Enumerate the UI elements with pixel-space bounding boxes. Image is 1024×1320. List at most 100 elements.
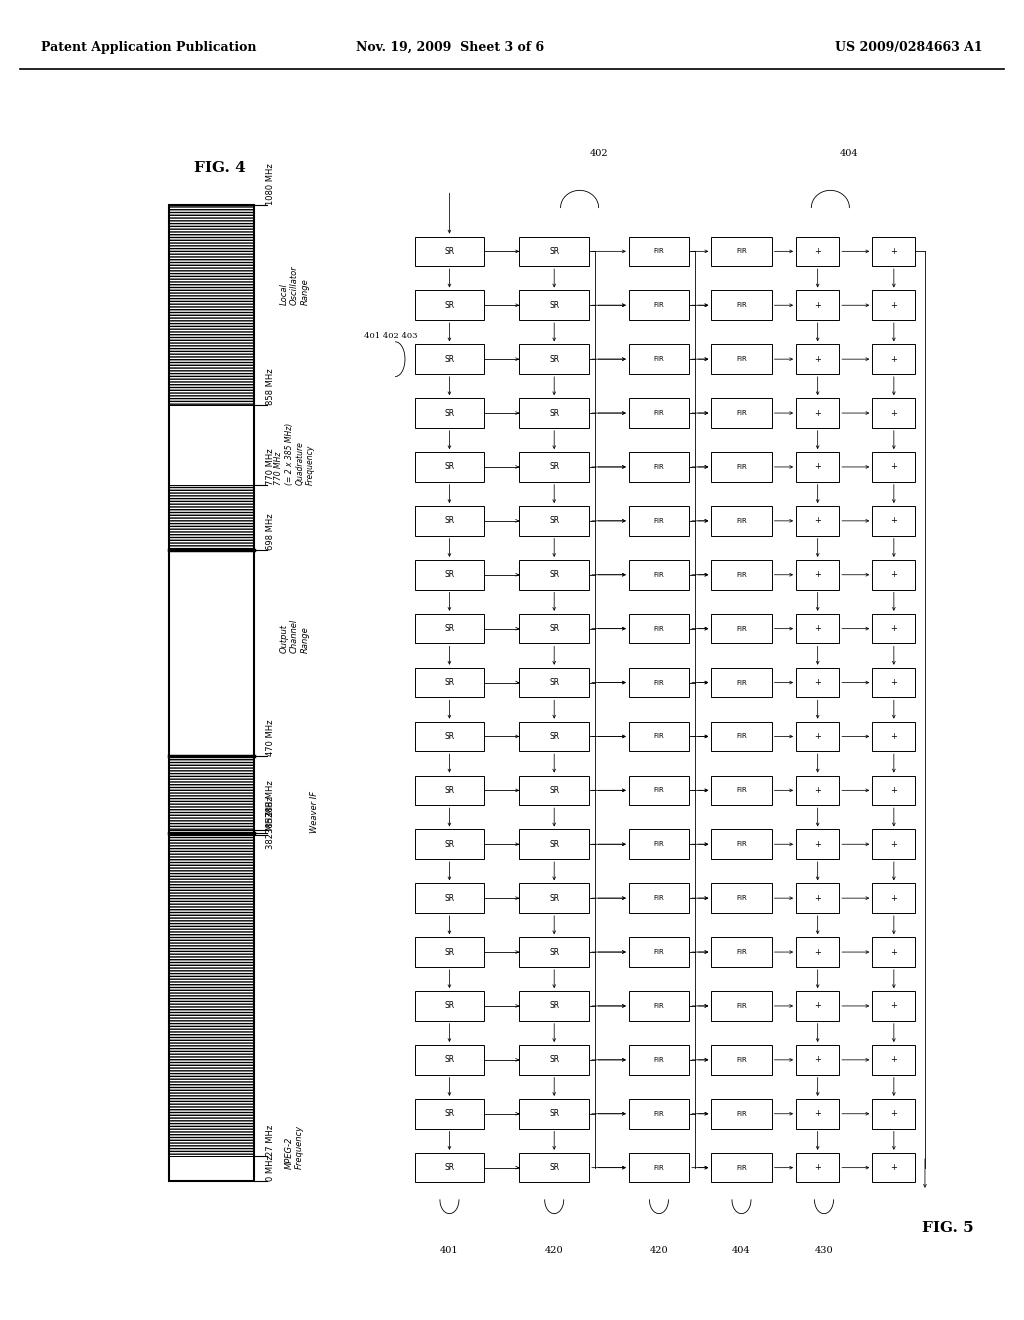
Text: +: + <box>814 570 821 579</box>
Bar <box>872 345 915 374</box>
Bar <box>796 399 840 428</box>
Bar <box>712 399 772 428</box>
Text: MPEG-2
Frequency: MPEG-2 Frequency <box>285 1125 304 1170</box>
Bar <box>169 205 254 1180</box>
Text: SR: SR <box>444 1002 455 1010</box>
Text: SR: SR <box>549 301 559 310</box>
Bar <box>712 345 772 374</box>
Text: Local
Oscillator
Range: Local Oscillator Range <box>280 265 309 305</box>
Text: SR: SR <box>444 733 455 741</box>
Text: FIR: FIR <box>653 1057 665 1063</box>
Text: FIR: FIR <box>736 1164 746 1171</box>
Text: 420: 420 <box>649 1246 669 1255</box>
Bar <box>872 614 915 643</box>
Text: FIR: FIR <box>736 356 746 362</box>
Text: SR: SR <box>444 462 455 471</box>
Bar <box>796 1152 840 1183</box>
Bar <box>712 722 772 751</box>
Text: SR: SR <box>549 785 559 795</box>
Bar <box>519 399 589 428</box>
Bar <box>519 722 589 751</box>
Text: +: + <box>891 733 897 741</box>
Text: +: + <box>814 355 821 363</box>
Text: SR: SR <box>549 733 559 741</box>
Bar <box>872 883 915 913</box>
Text: FIR: FIR <box>653 626 665 632</box>
Text: +: + <box>891 1002 897 1010</box>
Bar <box>629 829 689 859</box>
Text: +: + <box>891 624 897 634</box>
Bar <box>629 937 689 966</box>
Text: SR: SR <box>549 1163 559 1172</box>
Bar <box>872 560 915 590</box>
Bar <box>712 883 772 913</box>
Text: FIR: FIR <box>653 1164 665 1171</box>
Bar <box>712 991 772 1020</box>
Bar <box>796 776 840 805</box>
Text: SR: SR <box>549 678 559 686</box>
Text: FIR: FIR <box>653 895 665 902</box>
Bar <box>872 991 915 1020</box>
Text: +: + <box>814 1163 821 1172</box>
Text: +: + <box>891 301 897 310</box>
Bar <box>712 236 772 267</box>
Bar <box>169 836 254 1156</box>
Bar <box>519 883 589 913</box>
Text: 385 MHz: 385 MHz <box>266 796 275 833</box>
Text: FIR: FIR <box>653 1003 665 1008</box>
Bar <box>872 722 915 751</box>
Bar <box>872 937 915 966</box>
Text: FIG. 5: FIG. 5 <box>922 1221 974 1236</box>
Text: SR: SR <box>444 785 455 795</box>
Text: +: + <box>891 840 897 849</box>
Text: +: + <box>814 840 821 849</box>
Bar <box>872 829 915 859</box>
Bar <box>519 506 589 536</box>
Text: SR: SR <box>549 462 559 471</box>
Bar <box>796 614 840 643</box>
Text: FIR: FIR <box>736 787 746 793</box>
Text: +: + <box>814 516 821 525</box>
Text: SR: SR <box>444 355 455 363</box>
Text: SR: SR <box>444 678 455 686</box>
Bar <box>712 290 772 319</box>
Bar <box>519 453 589 482</box>
Text: FIR: FIR <box>653 463 665 470</box>
Text: +: + <box>814 247 821 256</box>
Bar <box>415 290 484 319</box>
Bar <box>169 205 254 405</box>
Bar <box>629 1045 689 1074</box>
Bar <box>519 1100 589 1129</box>
Text: SR: SR <box>549 1056 559 1064</box>
Bar <box>872 506 915 536</box>
Text: 430: 430 <box>815 1246 834 1255</box>
Text: +: + <box>814 894 821 903</box>
Text: FIR: FIR <box>653 680 665 685</box>
Bar <box>712 614 772 643</box>
Text: 388 MHz: 388 MHz <box>266 780 275 817</box>
Text: +: + <box>891 678 897 686</box>
Text: Output
Channel
Range: Output Channel Range <box>280 619 309 653</box>
Bar <box>872 453 915 482</box>
Text: 770 MHz: 770 MHz <box>266 449 275 484</box>
Bar <box>519 829 589 859</box>
Text: +: + <box>891 785 897 795</box>
Bar <box>519 236 589 267</box>
Text: SR: SR <box>549 355 559 363</box>
Bar <box>415 614 484 643</box>
Bar <box>796 937 840 966</box>
Bar <box>415 722 484 751</box>
Bar <box>629 883 689 913</box>
Bar <box>712 668 772 697</box>
Text: 401: 401 <box>440 1246 459 1255</box>
Bar <box>629 506 689 536</box>
Text: FIR: FIR <box>653 248 665 255</box>
Bar <box>712 776 772 805</box>
Text: SR: SR <box>549 948 559 957</box>
Text: 27 MHz: 27 MHz <box>266 1125 275 1156</box>
Bar <box>519 1152 589 1183</box>
Text: SR: SR <box>549 570 559 579</box>
Text: +: + <box>814 624 821 634</box>
Bar <box>796 560 840 590</box>
Bar <box>629 453 689 482</box>
